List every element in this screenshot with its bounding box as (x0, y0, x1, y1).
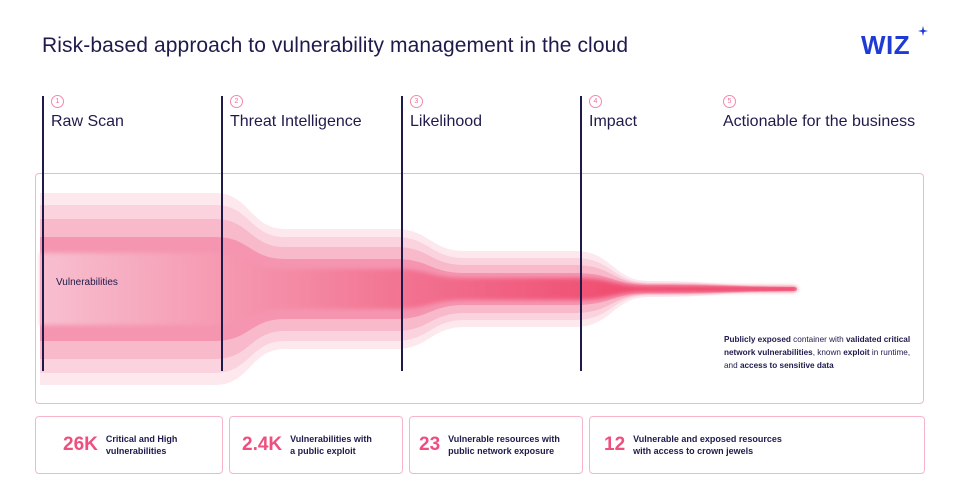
stat-description-line: Vulnerable resources with (448, 434, 560, 444)
wiz-logo: WIZ (861, 30, 911, 60)
stat-box-raw-scan: 26K Critical and High vulnerabilities (35, 416, 223, 474)
stat-value: 23 (419, 434, 441, 455)
stat-box-impact: 12 Vulnerable and exposed resources with… (589, 416, 925, 474)
stat-value: 26K (63, 434, 98, 455)
stat-value: 12 (604, 434, 626, 455)
stat-description-line: vulnerabilities (105, 446, 167, 456)
stat-description-line: Vulnerable and exposed resources (633, 434, 782, 444)
stage-4-line (580, 96, 582, 371)
funnel-panel (35, 173, 924, 404)
stat-description-line: public network exposure (448, 446, 555, 456)
callout-text: container with (790, 335, 846, 344)
stat-box-threat-intelligence: 2.4K Vulnerabilities with a public explo… (229, 416, 403, 474)
callout-emphasis: access to sensitive data (739, 361, 834, 370)
stat-description: Vulnerable and exposed resources with ac… (633, 433, 782, 457)
funnel-band-5 (40, 253, 797, 325)
stage-2-label: Threat Intelligence (230, 113, 362, 130)
stat-value: 2.4K (242, 434, 283, 455)
stage-5-number: 5 (723, 95, 736, 108)
stat-description-line: Vulnerabilities with (290, 434, 372, 444)
stat-description: Vulnerable resources with public network… (448, 433, 560, 457)
stage-3-label: Likelihood (410, 113, 483, 130)
funnel-layers (40, 193, 797, 385)
stage-1-line (42, 96, 44, 371)
stage-4-label: Impact (589, 113, 638, 130)
page-title: Risk-based approach to vulnerability man… (42, 34, 629, 57)
callout-text: , known (812, 348, 844, 357)
stat-description-line: Critical and High (105, 434, 178, 444)
stage-3-line (401, 96, 403, 371)
stat-description: Critical and High vulnerabilities (106, 433, 178, 457)
callout-text: in runtime, and (724, 348, 911, 370)
stage-5-label: Actionable for the business (723, 113, 916, 130)
stage-2-number: 2 (230, 95, 243, 108)
final-outcome-callout: Publicly exposed container with validate… (724, 333, 914, 372)
stat-description: Vulnerabilities with a public exploit (290, 433, 372, 457)
sparkle-icon (918, 26, 928, 36)
callout-emphasis: Publicly exposed (724, 335, 791, 344)
stage-3-number: 3 (410, 95, 423, 108)
callout-emphasis: validated critical network vulnerabiliti… (724, 335, 911, 357)
stat-box-likelihood: 23 Vulnerable resources with public netw… (409, 416, 583, 474)
callout-emphasis: exploit (843, 348, 870, 357)
stage-1-number: 1 (51, 95, 64, 108)
stat-description-line: a public exploit (290, 446, 356, 456)
stage-1-label: Raw Scan (51, 113, 124, 130)
stat-description-line: with access to crown jewels (633, 446, 754, 456)
stage-2-line (221, 96, 223, 371)
funnel-label: Vulnerabilities (56, 277, 118, 288)
stage-4-number: 4 (589, 95, 602, 108)
